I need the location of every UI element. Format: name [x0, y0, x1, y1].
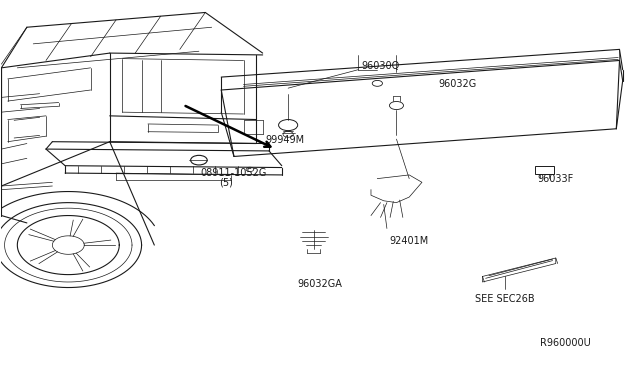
Polygon shape [483, 258, 556, 282]
Text: SEE SEC26B: SEE SEC26B [475, 294, 534, 304]
Text: 96033F: 96033F [538, 174, 574, 184]
Text: 96030Q: 96030Q [362, 61, 399, 71]
Text: 92401M: 92401M [390, 236, 429, 246]
Text: R960000U: R960000U [540, 338, 591, 348]
Text: (5): (5) [219, 177, 232, 187]
Text: 99949M: 99949M [266, 135, 305, 145]
Text: 96032G: 96032G [438, 80, 476, 89]
Text: 08911-1052G: 08911-1052G [201, 168, 267, 178]
Text: 96032GA: 96032GA [298, 279, 342, 289]
